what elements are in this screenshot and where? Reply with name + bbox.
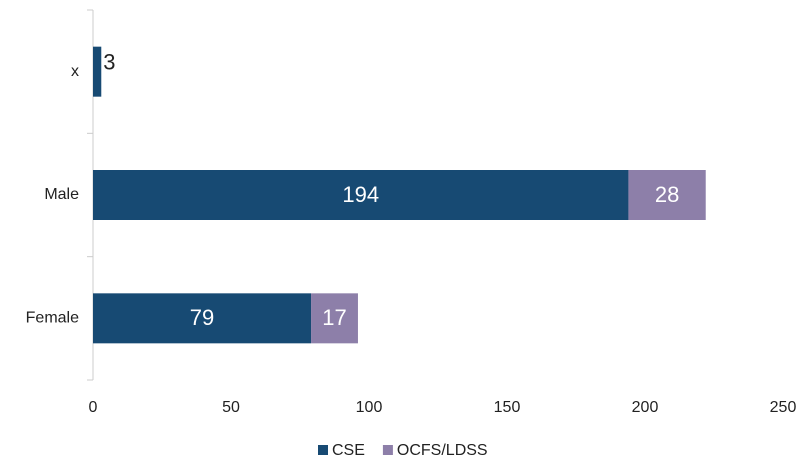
bar-segment	[628, 170, 706, 220]
y-tick-label: Female	[26, 310, 79, 327]
x-tick-label: 250	[770, 399, 797, 416]
bar-segment	[93, 170, 629, 220]
bar-segment	[93, 293, 312, 344]
x-tick-label: 0	[89, 399, 98, 416]
value-label: 28	[655, 182, 679, 207]
value-label: 194	[342, 182, 379, 207]
legend-label: OCFS/LDSS	[397, 442, 488, 459]
legend-swatch	[382, 445, 393, 455]
legend-label: CSE	[332, 442, 365, 459]
value-label: 17	[322, 305, 346, 330]
x-tick-label: 200	[632, 399, 659, 416]
y-tick-label: Male	[44, 186, 79, 203]
x-tick-label: 150	[494, 399, 521, 416]
bar-segment	[311, 293, 358, 344]
value-label: 3	[103, 49, 115, 74]
value-label: 79	[190, 305, 214, 330]
y-tick-label: x	[71, 63, 79, 80]
bar-segment	[93, 46, 102, 97]
x-tick-label: 50	[222, 399, 240, 416]
x-tick-label: 100	[356, 399, 383, 416]
legend-swatch	[318, 445, 328, 455]
